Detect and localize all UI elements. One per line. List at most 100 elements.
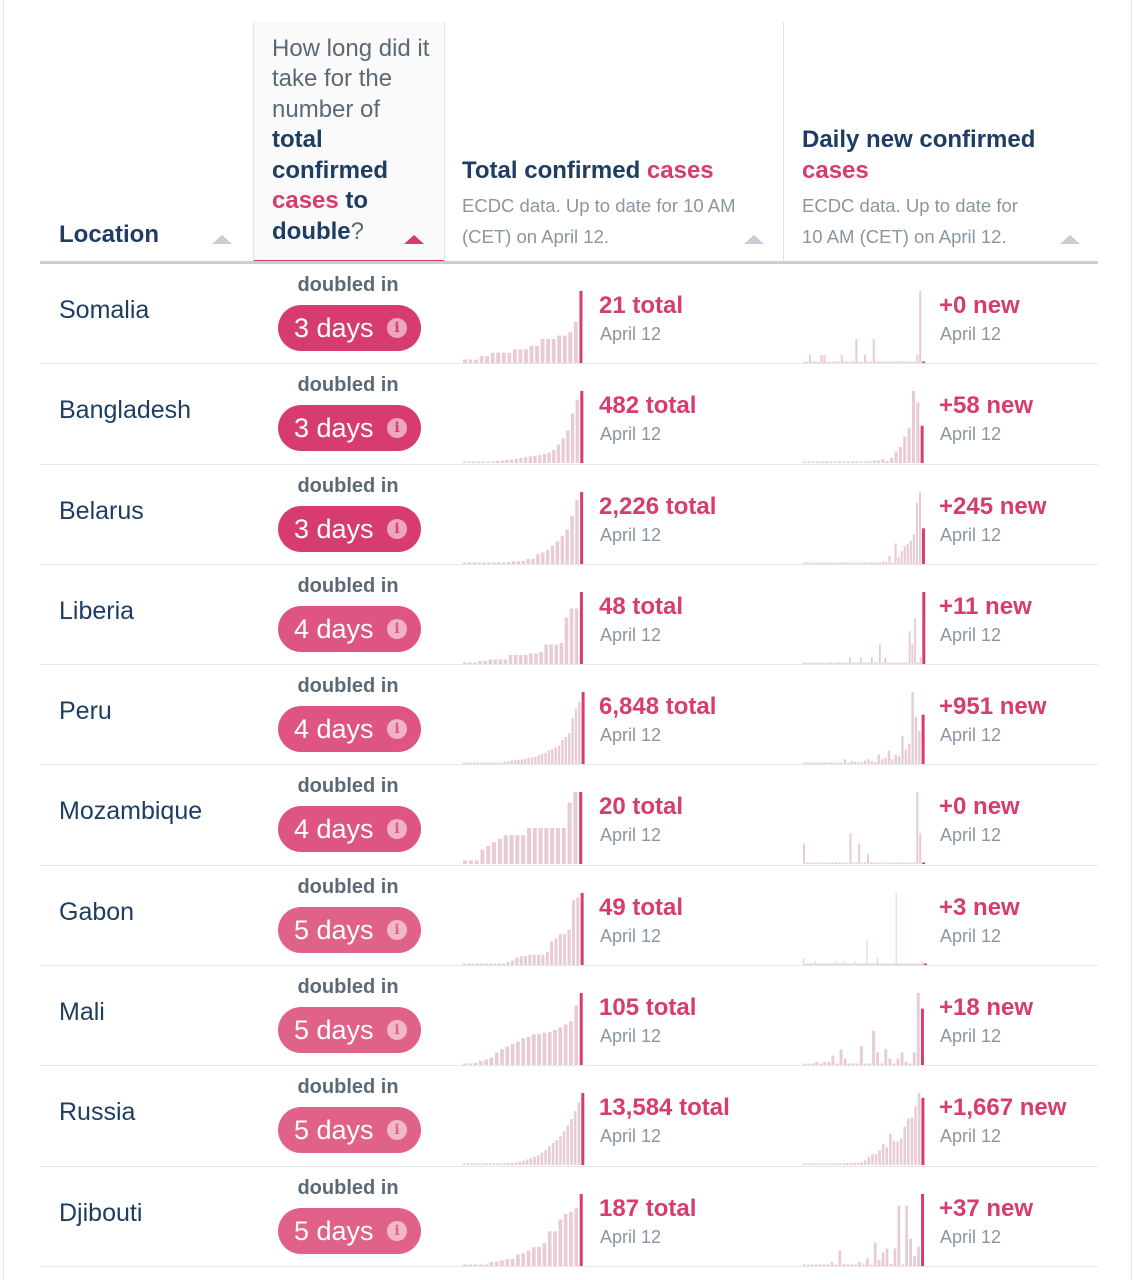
sparkline-bar bbox=[920, 963, 922, 965]
sparkline-bar bbox=[474, 1163, 477, 1166]
sparkline-bar bbox=[893, 862, 896, 865]
sort-arrow-icon[interactable] bbox=[212, 235, 232, 244]
info-icon[interactable]: i bbox=[387, 919, 407, 940]
sparkline-bar bbox=[906, 543, 909, 564]
table-row[interactable]: Peru doubled in 4 days i 6,848 total April 12… bbox=[40, 665, 1098, 766]
sparkline-bar bbox=[855, 1063, 859, 1066]
location-name[interactable]: Somalia bbox=[59, 296, 150, 324]
sparkline-bar bbox=[840, 963, 842, 965]
location-name[interactable]: Gabon bbox=[59, 897, 135, 926]
location-name[interactable]: Belarus bbox=[59, 496, 144, 525]
column-header-location[interactable]: Location bbox=[40, 22, 252, 262]
doubling-days-badge[interactable]: 5 days i bbox=[278, 906, 421, 953]
table-row[interactable]: Belarus doubled in 3 days i 2,226 total April… bbox=[40, 465, 1098, 565]
sparkline-bar bbox=[866, 361, 869, 363]
sparkline-bar bbox=[879, 963, 881, 965]
info-icon[interactable]: i bbox=[387, 719, 407, 740]
sparkline-bar bbox=[909, 540, 912, 564]
sparkline-bar bbox=[914, 1106, 917, 1166]
sparkline-bar bbox=[502, 561, 506, 564]
table-row[interactable]: Gabon doubled in 5 days i 49 total April 12 +3… bbox=[40, 866, 1098, 967]
sparkline-bar bbox=[502, 963, 506, 965]
doubling-days-badge[interactable]: 5 days i bbox=[278, 1007, 421, 1054]
table-row[interactable]: Mozambique doubled in 4 days i 20 total April… bbox=[40, 765, 1098, 866]
sparkline-bar bbox=[900, 662, 903, 664]
sparkline-bar bbox=[836, 762, 840, 765]
location-name[interactable]: Liberia bbox=[59, 596, 135, 625]
sparkline-bar bbox=[860, 963, 862, 965]
sparkline-bar bbox=[892, 662, 895, 664]
doubling-days-value: 5 days bbox=[294, 1115, 374, 1146]
info-icon[interactable]: i bbox=[387, 518, 407, 539]
sparkline-bar bbox=[875, 361, 878, 363]
sparkline-bar bbox=[485, 356, 490, 363]
table-body: Somalia doubled in 3 days i 21 total April 12… bbox=[40, 264, 1098, 1267]
sparkline-bar bbox=[885, 963, 887, 965]
doubling-days-badge[interactable]: 3 days i bbox=[278, 505, 421, 552]
table-row[interactable]: Mali doubled in 5 days i 105 total April 12 +1… bbox=[40, 966, 1098, 1067]
table-row[interactable]: Djibouti doubled in 5 days i 187 total April … bbox=[40, 1167, 1098, 1267]
daily-cases-value: +18 new bbox=[939, 994, 1034, 1022]
total-cases-date: April 12 bbox=[600, 925, 662, 946]
column-header-daily[interactable]: Daily new confirmed cases ECDC data. Up … bbox=[784, 22, 1098, 262]
sparkline-bar bbox=[539, 651, 543, 664]
sparkline-bar bbox=[887, 361, 890, 363]
sparkline-bar bbox=[551, 339, 556, 363]
location-name[interactable]: Bangladesh bbox=[59, 396, 192, 425]
sparkline-bar bbox=[880, 1063, 884, 1066]
location-name[interactable]: Mali bbox=[59, 998, 105, 1027]
sparkline-bar bbox=[547, 1032, 552, 1066]
column-header-total[interactable]: Total confirmed cases ECDC data. Up to d… bbox=[444, 22, 784, 262]
sparkline-bar bbox=[876, 1052, 880, 1066]
location-name[interactable]: Russia bbox=[59, 1098, 136, 1127]
info-icon[interactable]: i bbox=[387, 1120, 407, 1141]
doubling-cell: doubled in 3 days i bbox=[253, 364, 443, 463]
sparkline-bar bbox=[830, 662, 833, 664]
sparkline-bar bbox=[913, 963, 915, 965]
sparkline-bar bbox=[803, 461, 807, 464]
table-row[interactable]: Russia doubled in 5 days i 13,584 total April… bbox=[40, 1066, 1098, 1167]
sparkline-bar-latest bbox=[922, 361, 926, 363]
doubling-days-badge[interactable]: 5 days i bbox=[278, 1207, 421, 1254]
sort-arrow-active-icon[interactable] bbox=[404, 235, 424, 244]
column-header-doubling[interactable]: How long did it take for the number of t… bbox=[253, 22, 445, 263]
doubling-days-badge[interactable]: 4 days i bbox=[278, 706, 421, 753]
sparkline-bar bbox=[511, 560, 516, 564]
sparkline-bar bbox=[846, 361, 849, 363]
table-row[interactable]: Liberia doubled in 4 days i 48 total April 12… bbox=[40, 565, 1098, 666]
sparkline-bar bbox=[896, 1141, 899, 1166]
info-icon[interactable]: i bbox=[387, 318, 407, 338]
info-icon[interactable]: i bbox=[387, 1020, 407, 1041]
info-icon[interactable]: i bbox=[387, 418, 407, 439]
info-icon[interactable]: i bbox=[387, 1220, 407, 1241]
sparkline-bar bbox=[550, 828, 555, 865]
location-name[interactable]: Peru bbox=[59, 697, 112, 726]
doubling-days-badge[interactable]: 4 days i bbox=[278, 605, 421, 652]
location-name[interactable]: Djibouti bbox=[59, 1198, 143, 1227]
sparkline-bar-latest bbox=[920, 1008, 924, 1066]
sort-arrow-icon[interactable] bbox=[1060, 235, 1080, 244]
sort-arrow-icon[interactable] bbox=[744, 235, 764, 244]
sparkline-bar bbox=[896, 1058, 900, 1066]
sparkline-bar bbox=[819, 662, 822, 664]
sparkline-bar bbox=[563, 1213, 568, 1266]
sparkline-bar bbox=[493, 762, 496, 765]
sparkline-bar bbox=[874, 1154, 878, 1166]
doubling-days-badge[interactable]: 3 days i bbox=[278, 305, 421, 351]
doubling-days-badge[interactable]: 5 days i bbox=[278, 1107, 421, 1154]
sparkline-bar bbox=[919, 963, 921, 965]
sparkline-bar bbox=[830, 762, 833, 765]
sparkline-bar bbox=[573, 321, 578, 363]
doubling-days-badge[interactable]: 3 days i bbox=[278, 405, 421, 452]
info-icon[interactable]: i bbox=[387, 819, 407, 840]
table-row[interactable]: Somalia doubled in 3 days i 21 total April 12… bbox=[40, 264, 1098, 365]
sparkline-bar bbox=[870, 761, 874, 765]
location-name[interactable]: Mozambique bbox=[59, 797, 203, 826]
sparkline-bar bbox=[467, 461, 471, 464]
sparkline-bar bbox=[574, 1207, 579, 1266]
doubling-days-badge[interactable]: 4 days i bbox=[278, 806, 421, 853]
sparkline-bar bbox=[803, 1063, 806, 1066]
sparkline-bar bbox=[846, 1264, 850, 1266]
info-icon[interactable]: i bbox=[387, 618, 407, 639]
table-row[interactable]: Bangladesh doubled in 3 days i 482 total Apri… bbox=[40, 364, 1098, 465]
